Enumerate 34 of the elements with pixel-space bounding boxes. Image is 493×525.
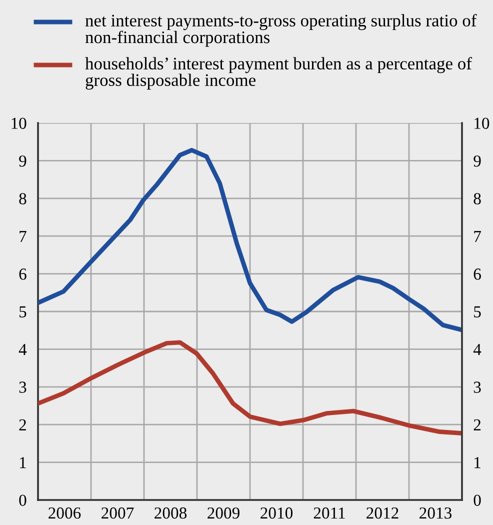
y2-tick-label: 5 [474,306,481,318]
y-tick-label: 10 [12,118,26,129]
legend-label: households’ interest payment burden as a percentage of gross disposable income [85,57,472,90]
y2-tick-label: 10 [474,118,490,129]
y2-tick-label: 3 [474,382,481,393]
line-series [38,148,462,332]
x-tick-label: 2007 [102,507,134,519]
x-tick-label: 2011 [314,507,345,519]
y2-tick-label: 9 [474,155,481,167]
y-tick-label: 0 [19,494,26,506]
y2-tick-label: 0 [474,494,481,506]
y-tick-label: 1 [20,457,26,468]
x-tick-label: 2009 [208,507,240,519]
y2-tick-label: 1 [474,457,480,468]
y-tick-label: 7 [20,230,26,242]
y-tick-label: 8 [19,193,26,204]
y-tick-label: 2 [19,419,26,430]
y-tick-label: 6 [19,268,26,280]
x-tick-label: 2006 [48,507,81,519]
x-tick-label: 2013 [420,507,452,519]
y2-tick-label: 7 [474,230,481,242]
y2-tick-label: 6 [474,268,481,280]
y2-tick-label: 2 [474,419,481,430]
y2-tick-label: 8 [474,193,481,204]
y-tick-label: 4 [18,344,27,355]
y-tick-label: 3 [19,382,26,393]
x-tick-label: 2012 [366,507,398,519]
y-tick-label: 5 [20,306,26,318]
x-tick-label: 2008 [154,507,187,519]
x-tick-label: 2010 [260,507,293,519]
y-tick-label: 9 [19,155,26,167]
legend-label: net interest payments-to-gross operating surplus ratio of non-financial corporations [85,14,477,47]
y2-tick-label: 4 [473,344,482,355]
line-series [38,340,462,436]
